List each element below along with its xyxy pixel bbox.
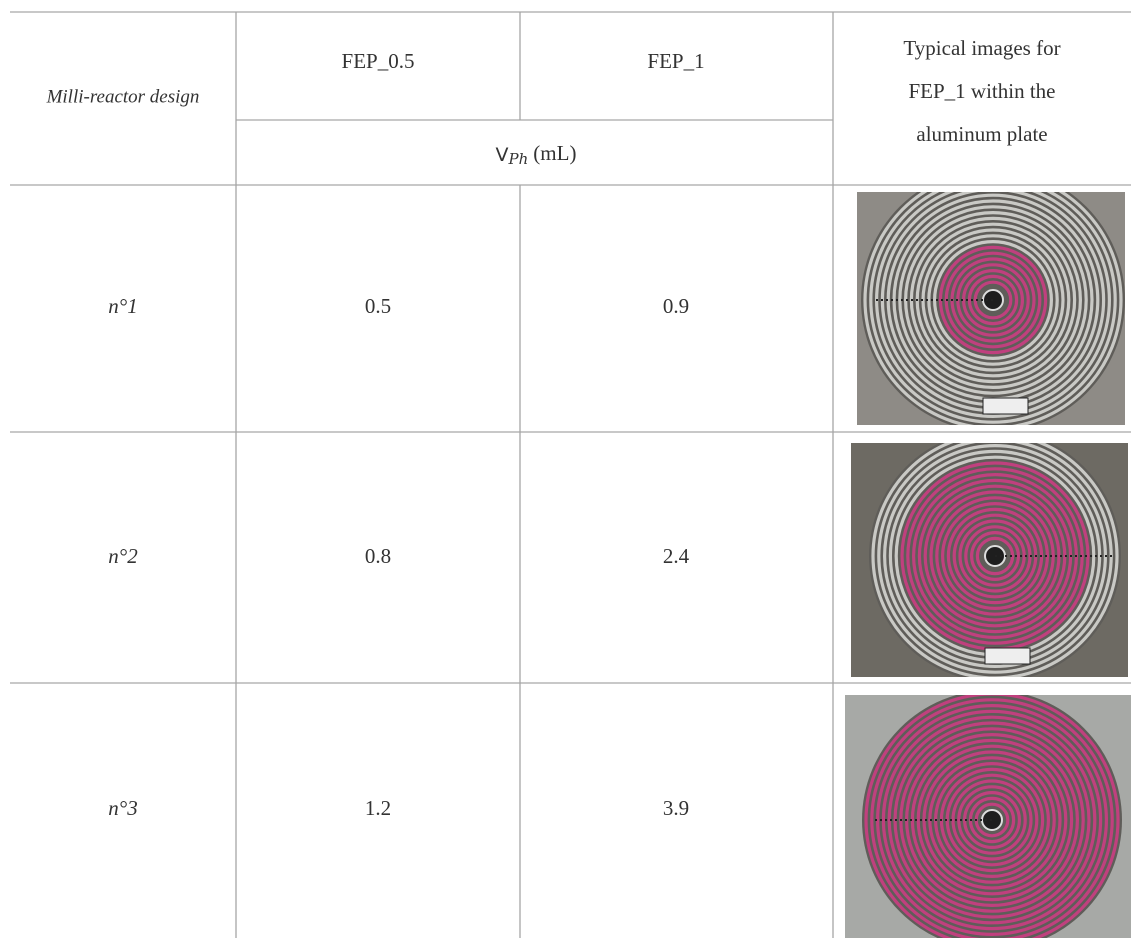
- coil-turn: [938, 245, 1048, 355]
- coil-turn: [927, 234, 1059, 366]
- coil-turn: [870, 698, 1114, 938]
- reactor-photo: [857, 192, 1125, 425]
- coil-turn: [932, 240, 1053, 361]
- coil-turn: [940, 502, 1049, 611]
- coil-turn: [929, 490, 1061, 622]
- coil-turn: [928, 756, 1056, 884]
- coil-turn: [923, 484, 1067, 628]
- coil-turn: [975, 536, 1015, 576]
- coil-turn: [869, 192, 1117, 424]
- coil-turn: [875, 703, 1108, 936]
- coil-turn: [903, 211, 1082, 390]
- photo-content: [857, 192, 1125, 425]
- coil-turn: [906, 467, 1084, 645]
- photo-content: [851, 443, 1128, 677]
- row-design: n°2: [108, 544, 138, 568]
- header-image-column: Typical images for: [903, 36, 1060, 60]
- header-column: FEP_1: [647, 49, 704, 73]
- coil-turn: [957, 785, 1027, 855]
- unit-text: (mL): [533, 141, 576, 165]
- coil-turn: [871, 443, 1119, 677]
- cell-value: 2.4: [663, 544, 690, 568]
- coil-turn: [935, 496, 1055, 616]
- photo-content: [845, 695, 1131, 938]
- header-image-column: aluminum plate: [916, 122, 1047, 146]
- coil-connector: [982, 397, 1029, 415]
- cell-value: 1.2: [365, 796, 391, 820]
- coil-turn: [898, 205, 1088, 395]
- coil-turn: [962, 790, 1021, 849]
- unit-symbol: V: [496, 144, 509, 166]
- coil-connector: [984, 647, 1031, 665]
- reactor-photo: [851, 443, 1128, 677]
- coil-turn: [916, 744, 1068, 896]
- coil-turn: [967, 274, 1019, 326]
- coil-turn: [881, 709, 1103, 931]
- reactor-photo: [845, 695, 1131, 938]
- coil-turn: [945, 773, 1039, 867]
- coil-turn: [863, 192, 1123, 425]
- coil-turn: [922, 750, 1062, 890]
- header-design: Milli-reactor design: [46, 86, 200, 107]
- coil-turn: [969, 530, 1020, 581]
- header-unit: VPh (mL): [496, 141, 577, 168]
- cell-value: 0.8: [365, 544, 391, 568]
- row-design: n°3: [108, 796, 137, 820]
- cell-value: 0.5: [365, 294, 391, 318]
- unit-subscript: Ph: [508, 150, 529, 168]
- coil-turn: [964, 525, 1026, 587]
- coil-turn: [887, 715, 1097, 925]
- cell-value: 0.9: [663, 294, 689, 318]
- coil-turn: [973, 280, 1013, 320]
- header-image-column: FEP_1 within the: [908, 79, 1055, 103]
- row-design: n°1: [108, 294, 137, 318]
- cell-value: 3.9: [663, 796, 689, 820]
- header-column: FEP_0.5: [342, 49, 415, 73]
- coil-turn: [961, 269, 1024, 332]
- coil-turn: [864, 695, 1120, 938]
- coil-turn: [910, 738, 1074, 902]
- coil-turn: [951, 779, 1033, 861]
